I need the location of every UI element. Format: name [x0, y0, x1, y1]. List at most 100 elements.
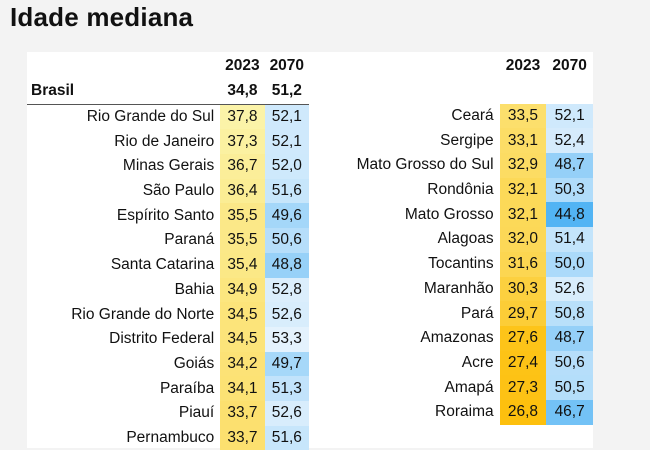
value-2023: 36,7 — [220, 154, 265, 179]
state-row: Goiás 34,2 49,7 — [27, 351, 309, 377]
state-name: Bahia — [174, 280, 215, 298]
value-2070: 46,7 — [546, 399, 593, 425]
state-name: Paraná — [164, 231, 215, 249]
state-row: Mato Grosso 32,1 44,8 — [317, 202, 593, 228]
state-row: Mato Grosso do Sul 32,9 48,7 — [317, 153, 593, 178]
value-2070: 51,6 — [264, 425, 309, 450]
value-2023: 32,9 — [499, 153, 547, 178]
value-2023: 27,4 — [499, 350, 547, 376]
value-2070: 51,4 — [546, 227, 593, 252]
state-row: Alagoas 32,0 51,4 — [317, 227, 593, 252]
state-row: São Paulo 36,4 51,6 — [27, 178, 309, 204]
value-2023: 32,1 — [499, 177, 547, 203]
state-name: Paraíba — [159, 379, 215, 397]
row-name: Brasil — [27, 79, 221, 105]
state-name: Pernambuco — [126, 428, 215, 446]
value-2070: 51,3 — [264, 376, 309, 401]
value-2070: 50,6 — [546, 350, 593, 376]
state-name: Piauí — [178, 404, 215, 422]
header-2070: 2070 — [552, 56, 587, 74]
state-name: Acre — [461, 353, 494, 371]
value-2070: 50,0 — [546, 251, 593, 277]
value-2023: 27,6 — [499, 325, 547, 351]
header-2070: 2070 — [269, 56, 305, 74]
state-name: Rio Grande do Norte — [71, 305, 215, 323]
value-2070: 50,6 — [264, 228, 309, 253]
value-2023: 34,5 — [220, 302, 265, 327]
state-name: Amazonas — [420, 329, 494, 347]
value-2070: 52,1 — [264, 104, 309, 130]
state-name: Santa Catarina — [110, 256, 215, 274]
state-row: Maranhão 30,3 52,6 — [317, 276, 593, 302]
state-row: Rio Grande do Norte 34,5 52,6 — [27, 302, 309, 327]
header-2023: 2023 — [505, 56, 541, 74]
table-right: 2023 2070 Ceará 33,5 52,1 Sergipe 33,1 52,4 Ma… — [317, 52, 593, 425]
value-2070: 49,6 — [264, 203, 309, 229]
state-name: Roraima — [435, 403, 494, 421]
page-title: Idade mediana — [10, 2, 194, 32]
state-name: Tocantins — [428, 255, 494, 273]
state-name: Distrito Federal — [109, 330, 215, 348]
spacer-row — [317, 79, 593, 104]
state-row: Minas Gerais 36,7 52,0 — [27, 154, 309, 179]
median-age-table: 2023 2070 Brasil 34,8 51,2 Rio Grande do… — [27, 52, 593, 450]
value-2023: 32,0 — [499, 227, 547, 252]
value-2070: 52,1 — [264, 129, 309, 155]
value-2070: 49,7 — [264, 351, 309, 377]
value-2070: 52,1 — [546, 103, 593, 129]
state-name: Goiás — [173, 354, 215, 372]
value-2070: 51,2 — [264, 79, 309, 105]
value-2023: 31,6 — [499, 251, 547, 277]
value-2023: 37,8 — [220, 104, 265, 130]
state-row: Acre 27,4 50,6 — [317, 350, 593, 376]
value-2023: 33,7 — [220, 425, 265, 450]
value-2023: 35,5 — [220, 203, 265, 229]
value-2023: 34,9 — [220, 277, 265, 303]
state-row: Roraima 26,8 46,7 — [317, 399, 593, 425]
value-2070: 50,3 — [546, 177, 593, 203]
state-row: Ceará 33,5 52,1 — [317, 103, 593, 129]
value-2070: 53,3 — [264, 326, 309, 352]
value-2070: 44,8 — [546, 202, 593, 228]
value-2023: 35,5 — [220, 228, 265, 253]
state-row: Bahia 34,9 52,8 — [27, 277, 309, 303]
state-row: Tocantins 31,6 50,0 — [317, 251, 593, 277]
state-row: Amapá 27,3 50,5 — [317, 375, 593, 400]
value-2070: 48,7 — [546, 325, 593, 351]
value-2070: 52,0 — [264, 154, 309, 179]
state-row: Distrito Federal 34,5 53,3 — [27, 326, 309, 352]
header-blank — [27, 52, 220, 79]
value-2023: 33,1 — [499, 128, 547, 154]
value-2023: 34,8 — [220, 79, 265, 105]
state-name: Maranhão — [423, 279, 494, 297]
value-2070: 52,4 — [546, 128, 593, 154]
state-name: Minas Gerais — [122, 157, 215, 175]
state-name: Alagoas — [437, 230, 494, 248]
value-2023: 37,3 — [220, 129, 265, 155]
value-2023: 33,5 — [499, 103, 547, 129]
state-row: Pará 29,7 50,8 — [317, 301, 593, 326]
value-2023: 36,4 — [220, 178, 265, 204]
state-name: Mato Grosso do Sul — [356, 156, 494, 174]
header-row: 2023 2070 — [27, 52, 309, 79]
brasil-row: Brasil 34,8 51,2 — [27, 79, 309, 105]
value-2023: 35,4 — [220, 252, 265, 278]
value-2070: 50,5 — [546, 375, 593, 400]
value-2023: 34,5 — [220, 326, 265, 352]
value-2023: 26,8 — [499, 399, 547, 425]
state-row: Paraná 35,5 50,6 — [27, 228, 309, 253]
state-name: Mato Grosso — [404, 205, 494, 223]
value-2023: 30,3 — [499, 276, 547, 302]
value-2070: 52,6 — [264, 302, 309, 327]
header-blank — [317, 52, 500, 79]
value-2070: 50,8 — [546, 301, 593, 326]
value-2070: 48,7 — [546, 153, 593, 178]
state-row: Paraíba 34,1 51,3 — [27, 376, 309, 401]
state-name: Pará — [460, 304, 494, 322]
value-2023: 27,3 — [499, 375, 547, 400]
state-name: Sergipe — [440, 131, 494, 149]
value-2070: 52,8 — [264, 277, 309, 303]
header-2023: 2023 — [225, 56, 260, 74]
state-name: Espírito Santo — [116, 206, 215, 224]
state-name: Ceará — [451, 107, 494, 125]
